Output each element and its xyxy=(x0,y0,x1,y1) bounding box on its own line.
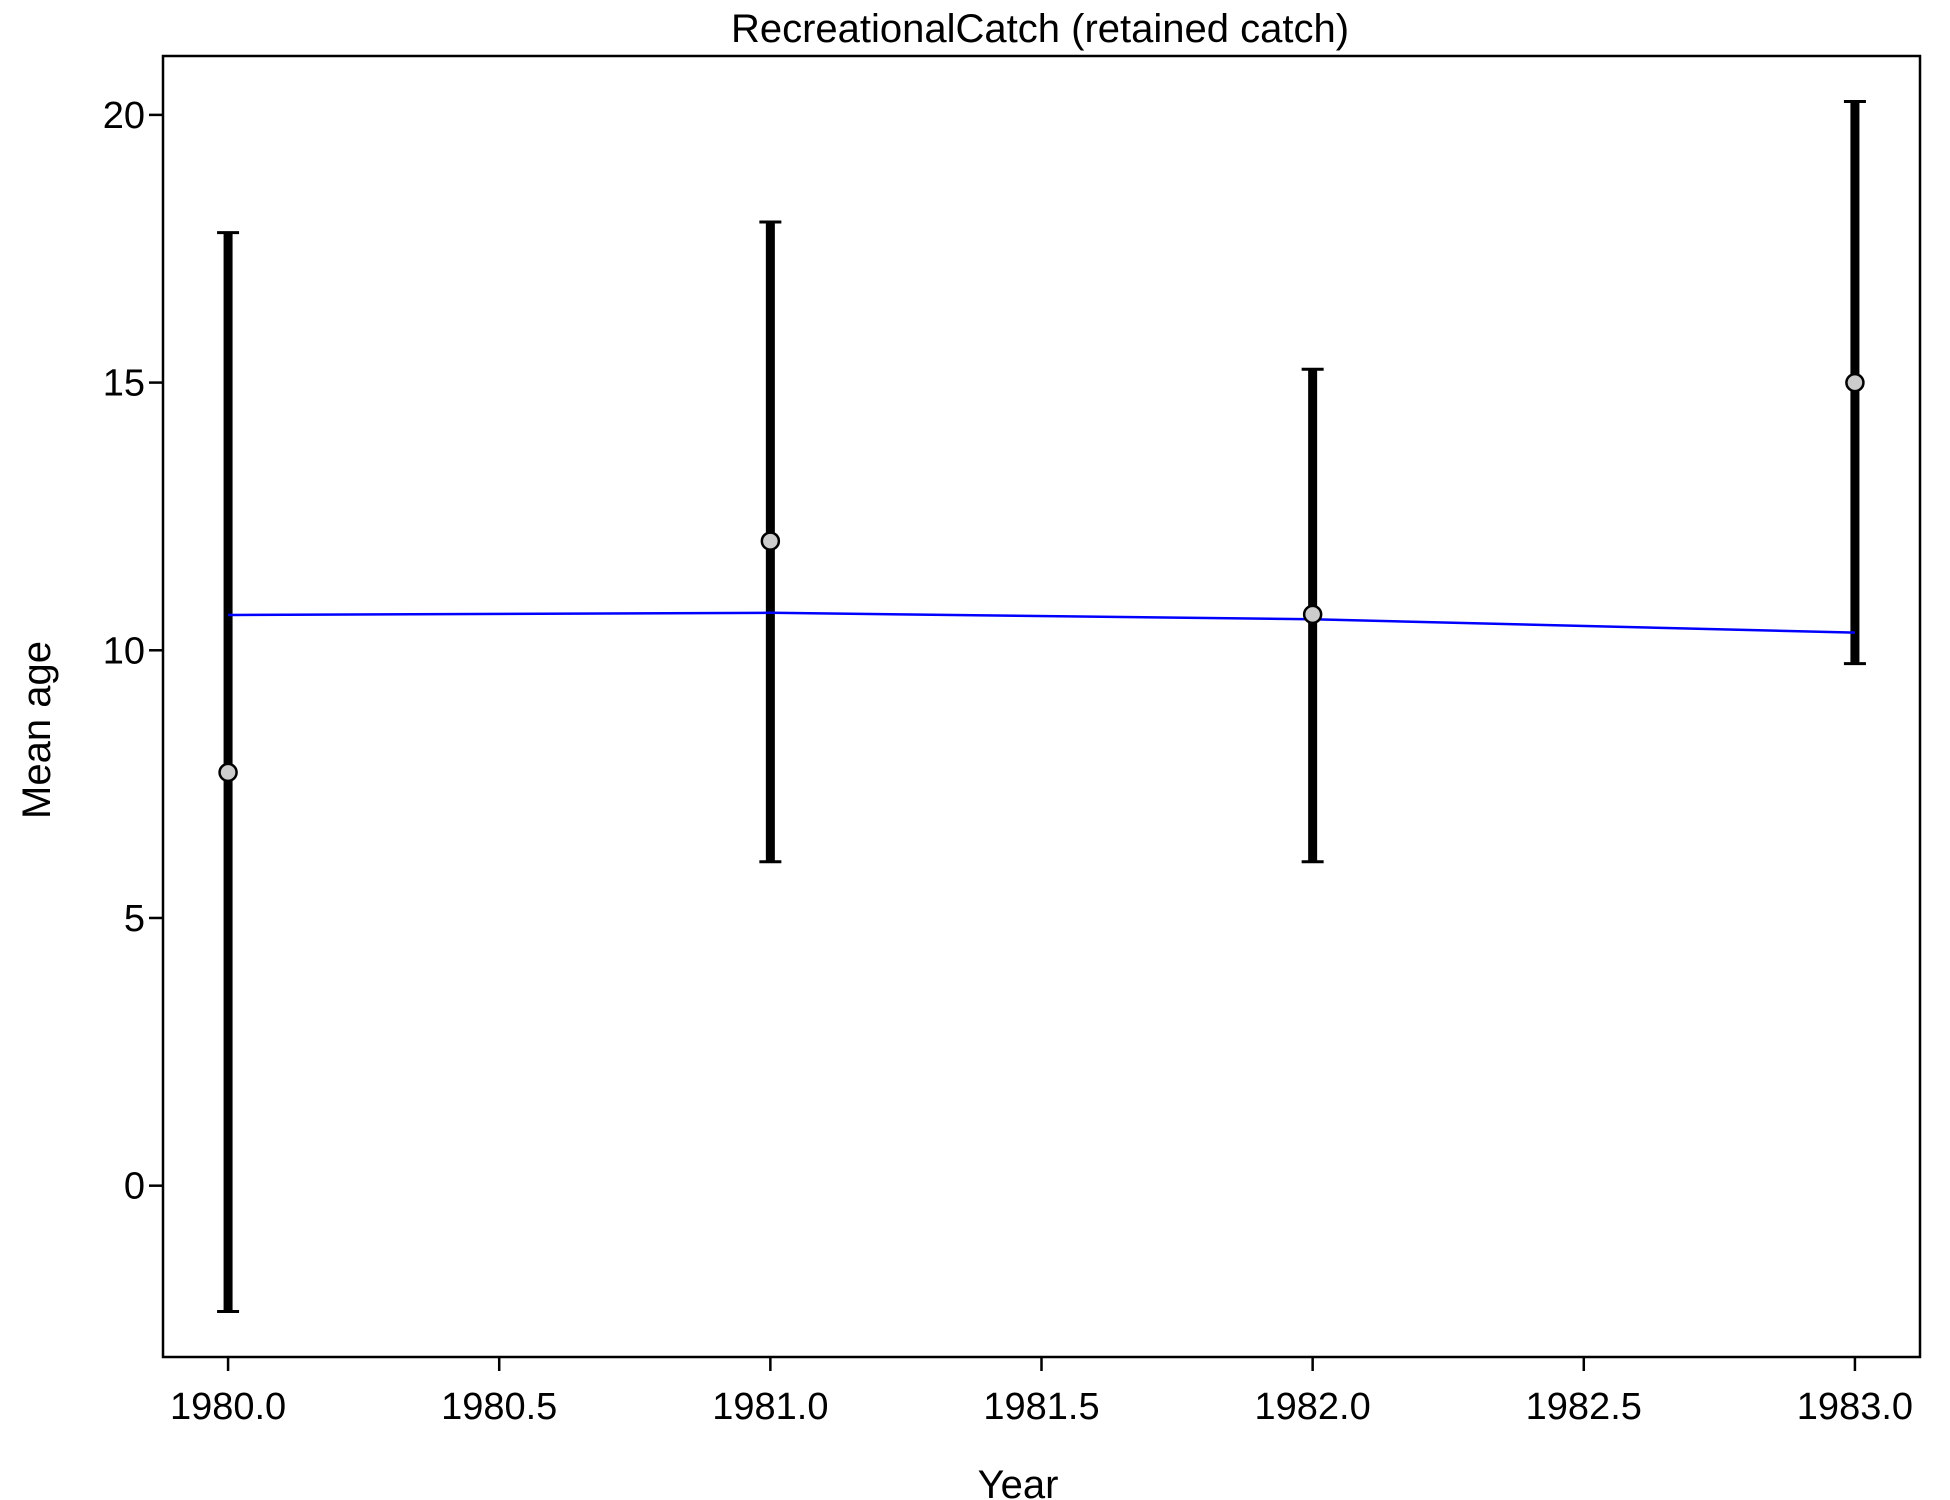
y-tick-label: 10 xyxy=(103,630,145,672)
x-tick-label: 1982.0 xyxy=(1255,1386,1371,1428)
observed-point xyxy=(760,531,781,551)
x-tick-label: 1983.0 xyxy=(1797,1386,1913,1428)
observed-point xyxy=(1845,372,1865,393)
y-axis: 0 5 10 15 20 xyxy=(103,95,163,1208)
y-axis-title: Mean age xyxy=(15,641,59,819)
observed-point xyxy=(218,762,238,783)
chart-title: RecreationalCatch (retained catch) xyxy=(731,7,1349,51)
plot-area xyxy=(217,100,1866,1313)
x-tick-label: 1980.5 xyxy=(441,1386,557,1428)
x-tick-label: 1980.0 xyxy=(170,1386,286,1428)
x-tick-label: 1982.5 xyxy=(1526,1386,1642,1428)
y-tick-label: 5 xyxy=(124,898,145,940)
x-tick-label: 1981.0 xyxy=(712,1386,828,1428)
x-axis-title: Year xyxy=(978,1463,1059,1500)
y-tick-label: 20 xyxy=(103,95,145,137)
y-tick-label: 0 xyxy=(124,1166,145,1208)
expected-line xyxy=(228,611,1855,634)
y-tick-label: 15 xyxy=(103,363,145,405)
observed-point xyxy=(1302,604,1323,625)
x-axis: 1980.0 1980.5 1981.0 1981.5 1982.0 1982.5 1983… xyxy=(170,1357,1913,1428)
plot-frame xyxy=(161,54,1922,1359)
x-tick-label: 1981.5 xyxy=(983,1386,1099,1428)
